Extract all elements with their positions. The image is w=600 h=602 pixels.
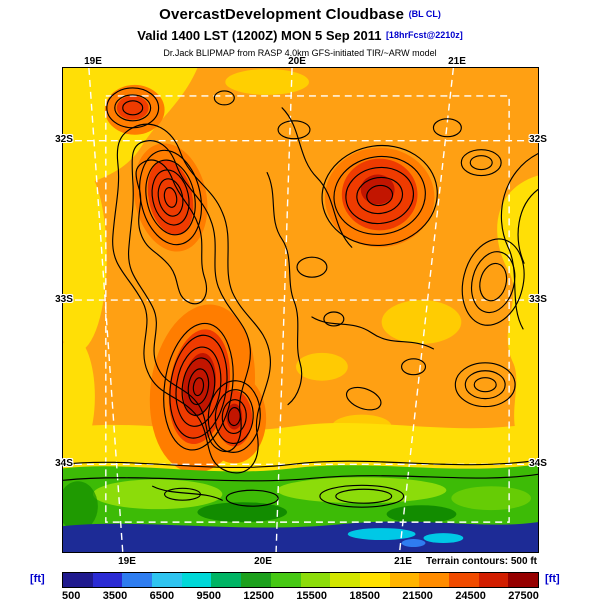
lon-label-bottom-19e: 19E: [118, 556, 136, 567]
lat-label-right-33s: 33S: [529, 294, 547, 305]
legend-tick-labels: 500 3500 6500 9500 12500 15500 18500 21500 24500…: [62, 590, 539, 602]
lon-label-bottom-21e: 21E: [394, 556, 412, 567]
ocean-strip: [63, 521, 538, 552]
lon-label-top-20e: 20E: [288, 56, 306, 67]
colorbar-segment: [389, 573, 420, 587]
lat-label-left-34s: 34S: [55, 458, 73, 469]
legend-colorbar: [62, 572, 539, 588]
legend-tick: 6500: [149, 590, 175, 602]
legend-unit-left: [ft]: [30, 573, 45, 585]
lon-label-bottom-20e: 20E: [254, 556, 272, 567]
legend-tick: 24500: [455, 590, 486, 602]
colorbar-segment: [63, 573, 93, 587]
page-title: OvercastDevelopment Cloudbase: [159, 6, 405, 23]
legend-tick: 3500: [102, 590, 128, 602]
colorbar-segment: [419, 573, 449, 587]
legend-tick: 27500: [508, 590, 539, 602]
model-attribution-line: Dr.Jack BLIPMAP from RASP 4.0km GFS-init…: [163, 47, 437, 58]
legend-tick: 15500: [296, 590, 327, 602]
colorbar-segment: [181, 573, 212, 587]
lat-label-left-32s: 32S: [55, 134, 73, 145]
colorbar-segment: [211, 573, 242, 587]
colorbar-segment: [152, 573, 182, 587]
lat-label-right-32s: 32S: [529, 134, 547, 145]
lat-label-left-33s: 33S: [55, 294, 73, 305]
colorbar-segment: [330, 573, 360, 587]
colorbar-segment: [448, 573, 479, 587]
header: OvercastDevelopment Cloudbase (BL CL) Va…: [0, 5, 600, 59]
title-parameter-tag: (BL CL): [408, 9, 441, 19]
legend-tick: 500: [62, 590, 81, 602]
colorbar-segment: [92, 573, 123, 587]
colorbar-segment: [478, 573, 509, 587]
colorbar-segment: [508, 573, 538, 587]
forecast-age-tag: [18hrFcst@2210z]: [385, 29, 463, 40]
legend-tick: 18500: [349, 590, 380, 602]
colorbar-segment: [270, 573, 301, 587]
terrain-contours: [63, 87, 538, 508]
legend-tick: 12500: [243, 590, 274, 602]
legend-tick: 9500: [196, 590, 221, 602]
colorbar-segment: [241, 573, 271, 587]
colorbar-segment: [359, 573, 390, 587]
legend-unit-right: [ft]: [545, 573, 560, 585]
colorbar-segment: [122, 573, 153, 587]
forecast-map: [62, 67, 539, 553]
legend-tick: 21500: [402, 590, 433, 602]
map-canvas: [63, 68, 538, 552]
valid-time-line: Valid 1400 LST (1200Z) MON 5 Sep 2011: [137, 27, 382, 43]
colorbar-segment: [300, 573, 331, 587]
lon-label-top-21e: 21E: [448, 56, 466, 67]
lon-label-top-19e: 19E: [84, 56, 102, 67]
terrain-contour-note: Terrain contours: 500 ft: [424, 556, 539, 567]
lat-label-right-34s: 34S: [529, 458, 547, 469]
